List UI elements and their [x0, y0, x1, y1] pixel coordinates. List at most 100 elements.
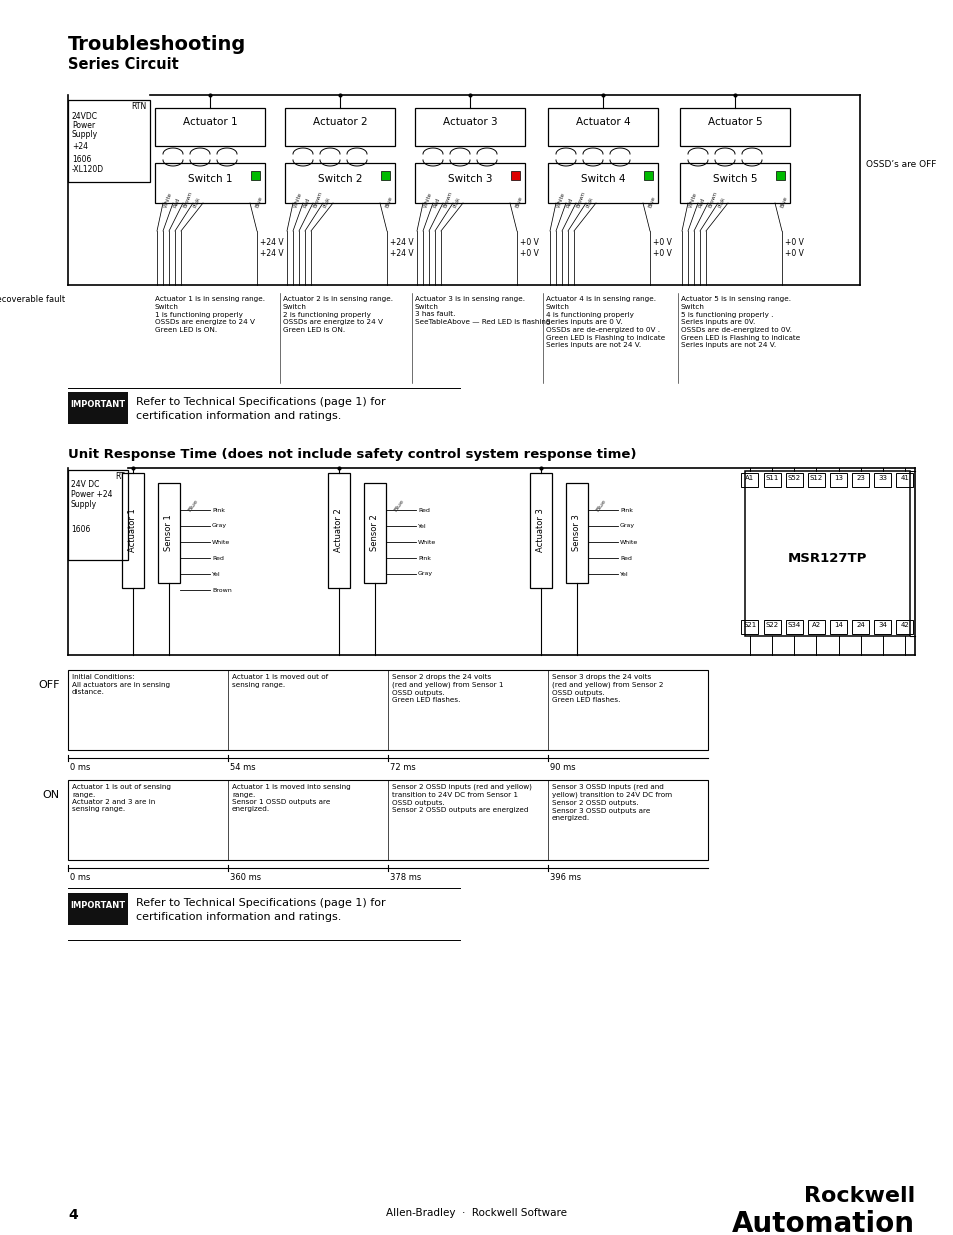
Text: Actuator 4 is in sensing range.
Switch
4 is functioning properly
Series inputs a: Actuator 4 is in sensing range. Switch 4…: [545, 296, 664, 348]
Text: +0 V: +0 V: [652, 238, 671, 247]
Text: Pink: Pink: [193, 195, 201, 207]
Bar: [679, 107, 789, 146]
Text: Sensor 1: Sensor 1: [164, 515, 173, 551]
Text: Red: Red: [698, 196, 705, 207]
Text: Red: Red: [417, 508, 430, 513]
Text: Actuator 2 is in sensing range.
Switch
2 is functioning properly
OSSDs are energ: Actuator 2 is in sensing range. Switch 2…: [283, 296, 393, 333]
Bar: [785, 473, 801, 487]
Bar: [285, 107, 395, 146]
Text: Actuator 1 is in sensing range.
Switch
1 is functioning properly
OSSDs are energ: Actuator 1 is in sensing range. Switch 1…: [154, 296, 265, 333]
Bar: [851, 620, 868, 634]
Bar: [744, 471, 909, 636]
Text: +0 V: +0 V: [519, 249, 538, 258]
Text: +24 V: +24 V: [260, 249, 283, 258]
Text: 24VDC: 24VDC: [71, 112, 98, 121]
Text: Series Circuit: Series Circuit: [68, 57, 178, 72]
Text: RTN: RTN: [132, 103, 147, 111]
Text: RT: RT: [115, 472, 125, 480]
Bar: [807, 473, 824, 487]
Text: Yel: Yel: [417, 524, 426, 529]
Text: Blue: Blue: [393, 498, 405, 513]
Text: Blue: Blue: [780, 195, 788, 207]
Bar: [807, 620, 824, 634]
Text: ON: ON: [43, 790, 60, 800]
Text: 24: 24: [856, 622, 864, 629]
Bar: [896, 620, 913, 634]
Bar: [68, 671, 707, 750]
Text: Allen-Bradley  ·  Rockwell Software: Allen-Bradley · Rockwell Software: [386, 1208, 567, 1218]
Bar: [380, 170, 390, 180]
Bar: [851, 473, 868, 487]
Text: S12: S12: [809, 475, 822, 480]
Text: Switch 1: Switch 1: [188, 174, 232, 184]
Bar: [547, 107, 658, 146]
Bar: [643, 170, 652, 180]
Text: Sensor 3: Sensor 3: [572, 515, 581, 552]
Text: 24V DC: 24V DC: [71, 480, 99, 489]
Text: OSSD’s are OFF: OSSD’s are OFF: [865, 161, 936, 169]
Text: 33: 33: [878, 475, 886, 480]
Text: Actuator 1: Actuator 1: [182, 117, 237, 127]
Bar: [285, 163, 395, 203]
Text: Brown: Brown: [576, 190, 586, 207]
Text: Power +24: Power +24: [71, 490, 112, 499]
Bar: [511, 170, 519, 180]
Text: Actuator 1 is moved out of
sensing range.: Actuator 1 is moved out of sensing range…: [232, 674, 328, 688]
Bar: [68, 471, 128, 559]
Text: Actuator 1 is moved into sensing
range.
Sensor 1 OSSD outputs are
energized.: Actuator 1 is moved into sensing range. …: [232, 784, 351, 813]
Text: +24 V: +24 V: [390, 249, 414, 258]
Text: Blue: Blue: [187, 498, 199, 513]
Text: Actuator 4: Actuator 4: [575, 117, 630, 127]
Text: Actuator 1 is out of sensing
range.
Actuator 2 and 3 are in
sensing range.: Actuator 1 is out of sensing range. Actu…: [71, 784, 171, 813]
Text: OFF: OFF: [38, 680, 60, 690]
Text: Switch 5: Switch 5: [712, 174, 757, 184]
Bar: [775, 170, 784, 180]
Text: White: White: [422, 191, 433, 207]
Text: Actuator 3 is in sensing range.
Switch
3 has fault.
SeeTableAbove — Red LED is f: Actuator 3 is in sensing range. Switch 3…: [415, 296, 550, 325]
Text: Sensor 2 OSSD inputs (red and yellow)
transition to 24V DC from Sensor 1
OSSD ou: Sensor 2 OSSD inputs (red and yellow) tr…: [392, 784, 532, 813]
Bar: [415, 163, 524, 203]
Text: 396 ms: 396 ms: [550, 873, 580, 882]
Text: 0 ms: 0 ms: [70, 873, 91, 882]
Text: Initial Conditions:
All actuators are in sensing
distance.: Initial Conditions: All actuators are in…: [71, 674, 170, 695]
Text: 90 ms: 90 ms: [550, 763, 575, 772]
Text: Refer to Technical Specifications (page 1) for
certification information and rat: Refer to Technical Specifications (page …: [136, 898, 385, 923]
Text: White: White: [417, 540, 436, 545]
Bar: [251, 170, 260, 180]
Bar: [158, 483, 180, 583]
Text: Unit Response Time (does not include safety control system response time): Unit Response Time (does not include saf…: [68, 448, 636, 461]
Text: Troubleshooting: Troubleshooting: [68, 35, 246, 54]
Text: A2: A2: [811, 622, 821, 629]
Text: 72 ms: 72 ms: [390, 763, 416, 772]
Bar: [154, 107, 265, 146]
Text: White: White: [212, 540, 230, 545]
Text: 4: 4: [68, 1208, 77, 1221]
Text: Automation: Automation: [731, 1210, 914, 1235]
Text: Actuator 3: Actuator 3: [536, 509, 545, 552]
Text: Red: Red: [619, 556, 631, 561]
Text: +24 V: +24 V: [260, 238, 283, 247]
Text: Refer to Technical Specifications (page 1) for
certification information and rat: Refer to Technical Specifications (page …: [136, 396, 385, 421]
Text: 34: 34: [878, 622, 886, 629]
Text: S52: S52: [787, 475, 800, 480]
Text: Power: Power: [71, 121, 95, 130]
Bar: [364, 483, 386, 583]
Text: Blue: Blue: [647, 195, 656, 207]
Text: Sensor 3 OSSD inputs (red and
yellow) transition to 24V DC from
Sensor 2 OSSD ou: Sensor 3 OSSD inputs (red and yellow) tr…: [552, 784, 672, 821]
Text: 13: 13: [833, 475, 842, 480]
Text: 14: 14: [833, 622, 842, 629]
Text: Gray: Gray: [619, 524, 635, 529]
Bar: [679, 163, 789, 203]
Bar: [762, 620, 780, 634]
Text: Actuator 3: Actuator 3: [442, 117, 497, 127]
Text: S21: S21: [742, 622, 756, 629]
Bar: [530, 473, 552, 588]
Text: Supply: Supply: [71, 500, 97, 509]
Bar: [785, 620, 801, 634]
Text: Blue: Blue: [385, 195, 394, 207]
Text: 54 ms: 54 ms: [230, 763, 255, 772]
Text: +24 V: +24 V: [390, 238, 414, 247]
Text: Blue: Blue: [595, 498, 606, 513]
Text: Sensor 2 drops the 24 volts
(red and yellow) from Sensor 1
OSSD outputs.
Green L: Sensor 2 drops the 24 volts (red and yel…: [392, 674, 503, 703]
Text: Yel: Yel: [212, 572, 220, 577]
